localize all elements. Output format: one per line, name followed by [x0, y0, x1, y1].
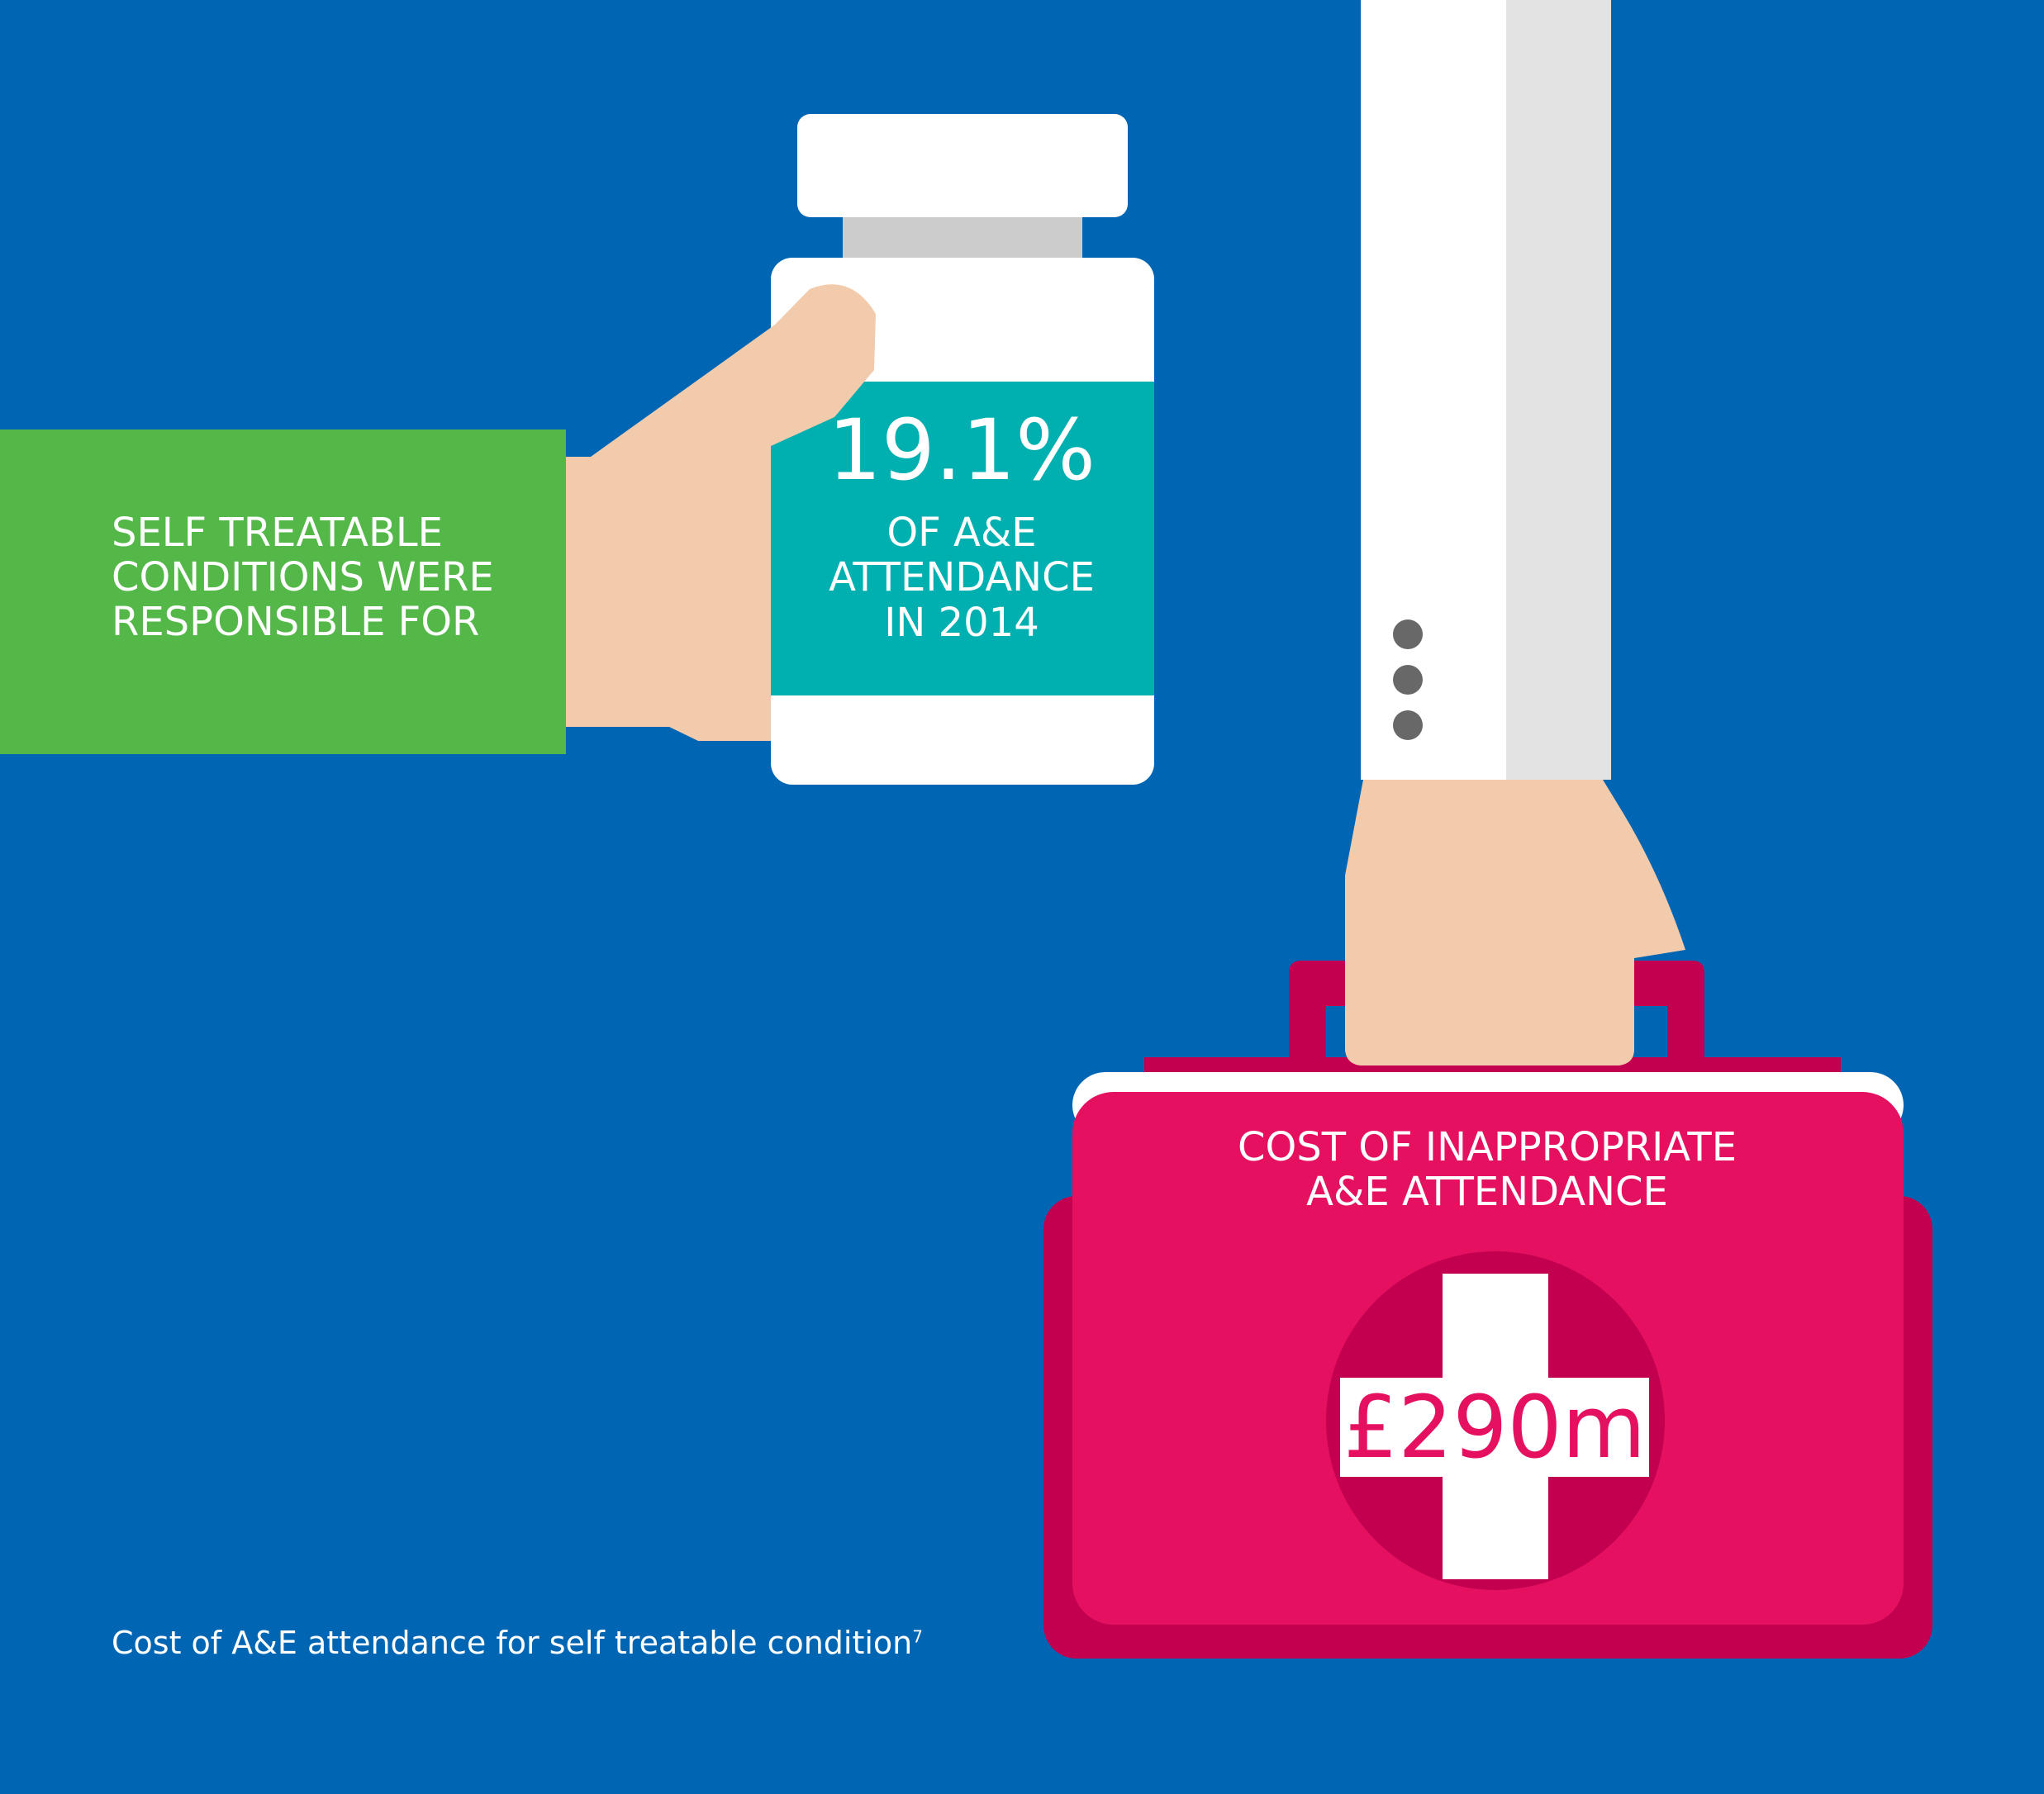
arm-in-white-coat-icon: [1361, 0, 1611, 780]
sleeve-button-3: [1393, 710, 1423, 740]
finger-2: [1418, 990, 1485, 1065]
footnote-ref: 7: [912, 1626, 923, 1647]
self-treatable-line-1: SELF TREATABLE: [112, 510, 443, 556]
bottle-label-line-2: ATTENDANCE: [829, 554, 1095, 601]
finger-4: [1568, 990, 1634, 1065]
hand-holding-bottle-icon: [566, 284, 876, 741]
first-aid-kit-icon: [1043, 961, 1932, 1659]
kit-title-line-2: A&E ATTENDANCE: [1306, 1169, 1668, 1216]
bottle-label: [771, 382, 1154, 695]
bottle-label-text: 19.1% OF A&E ATTENDANCE IN 2014: [769, 401, 1154, 646]
cost-value: £290m: [1343, 1377, 1646, 1478]
green-sleeve-panel: [0, 430, 566, 754]
coat-sleeve-shade: [1506, 0, 1611, 780]
bottle-cap: [797, 114, 1128, 217]
footnote-text: Cost of A&E attendance for self treatabl…: [112, 1625, 913, 1661]
self-treatable-line-2: CONDITIONS WERE: [112, 554, 494, 601]
footnote: Cost of A&E attendance for self treatabl…: [112, 1626, 923, 1661]
hand-holding-kit-icon: [1345, 780, 1685, 1065]
bottle-label-line-3: IN 2014: [884, 599, 1039, 646]
attendance-percentage: 19.1%: [827, 401, 1096, 500]
self-treatable-text: SELF TREATABLE CONDITIONS WERE RESPONSIB…: [112, 510, 494, 645]
sleeve-button-1: [1393, 619, 1423, 649]
medicine-bottle-icon: [771, 114, 1154, 785]
finger-1: [1345, 990, 1409, 1065]
medical-cross-icon: [1340, 1274, 1649, 1579]
kit-title-line-1: COST OF INAPPROPRIATE: [1237, 1124, 1737, 1170]
sleeve-button-2: [1393, 665, 1423, 695]
bottle-neck: [843, 215, 1082, 263]
kit-title: COST OF INAPPROPRIATE A&E ATTENDANCE: [1074, 1124, 1900, 1216]
bottle-label-line-1: OF A&E: [887, 510, 1037, 557]
cross-horizontal: [1340, 1378, 1649, 1477]
finger-3: [1494, 990, 1562, 1065]
left-hand: [566, 284, 876, 741]
self-treatable-line-3: RESPONSIBLE FOR: [112, 599, 480, 646]
